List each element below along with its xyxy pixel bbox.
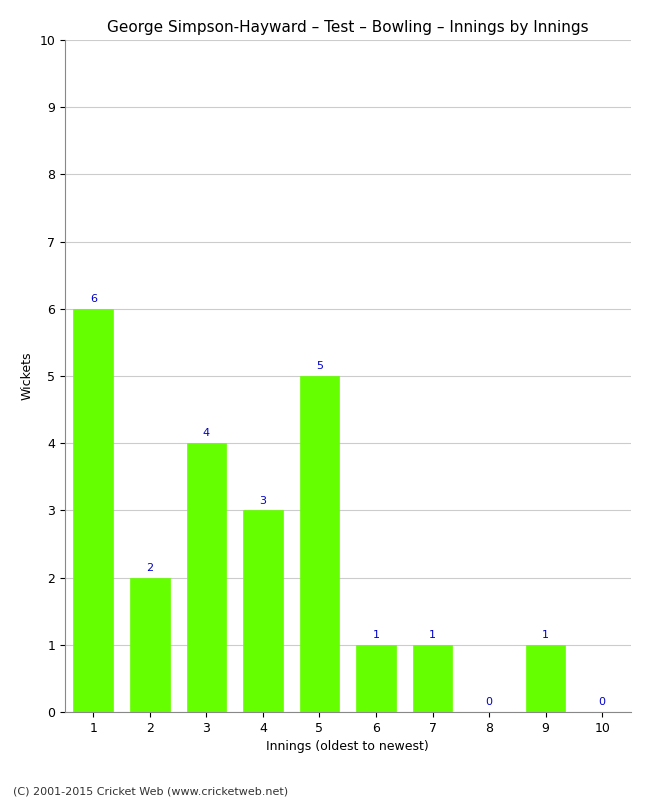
Bar — [73, 309, 113, 712]
Text: 0: 0 — [599, 698, 606, 707]
Bar — [413, 645, 452, 712]
X-axis label: Innings (oldest to newest): Innings (oldest to newest) — [266, 740, 429, 754]
Y-axis label: Wickets: Wickets — [21, 352, 34, 400]
Text: 0: 0 — [486, 698, 493, 707]
Text: 6: 6 — [90, 294, 97, 304]
Text: 4: 4 — [203, 429, 210, 438]
Bar — [187, 443, 226, 712]
Text: 5: 5 — [316, 362, 323, 371]
Bar — [356, 645, 396, 712]
Title: George Simpson-Hayward – Test – Bowling – Innings by Innings: George Simpson-Hayward – Test – Bowling … — [107, 20, 588, 34]
Text: 1: 1 — [542, 630, 549, 640]
Text: 1: 1 — [429, 630, 436, 640]
Text: (C) 2001-2015 Cricket Web (www.cricketweb.net): (C) 2001-2015 Cricket Web (www.cricketwe… — [13, 786, 288, 796]
Text: 2: 2 — [146, 563, 153, 573]
Bar — [130, 578, 170, 712]
Text: 1: 1 — [372, 630, 380, 640]
Bar — [300, 376, 339, 712]
Bar — [243, 510, 283, 712]
Bar — [526, 645, 566, 712]
Text: 3: 3 — [259, 496, 266, 506]
